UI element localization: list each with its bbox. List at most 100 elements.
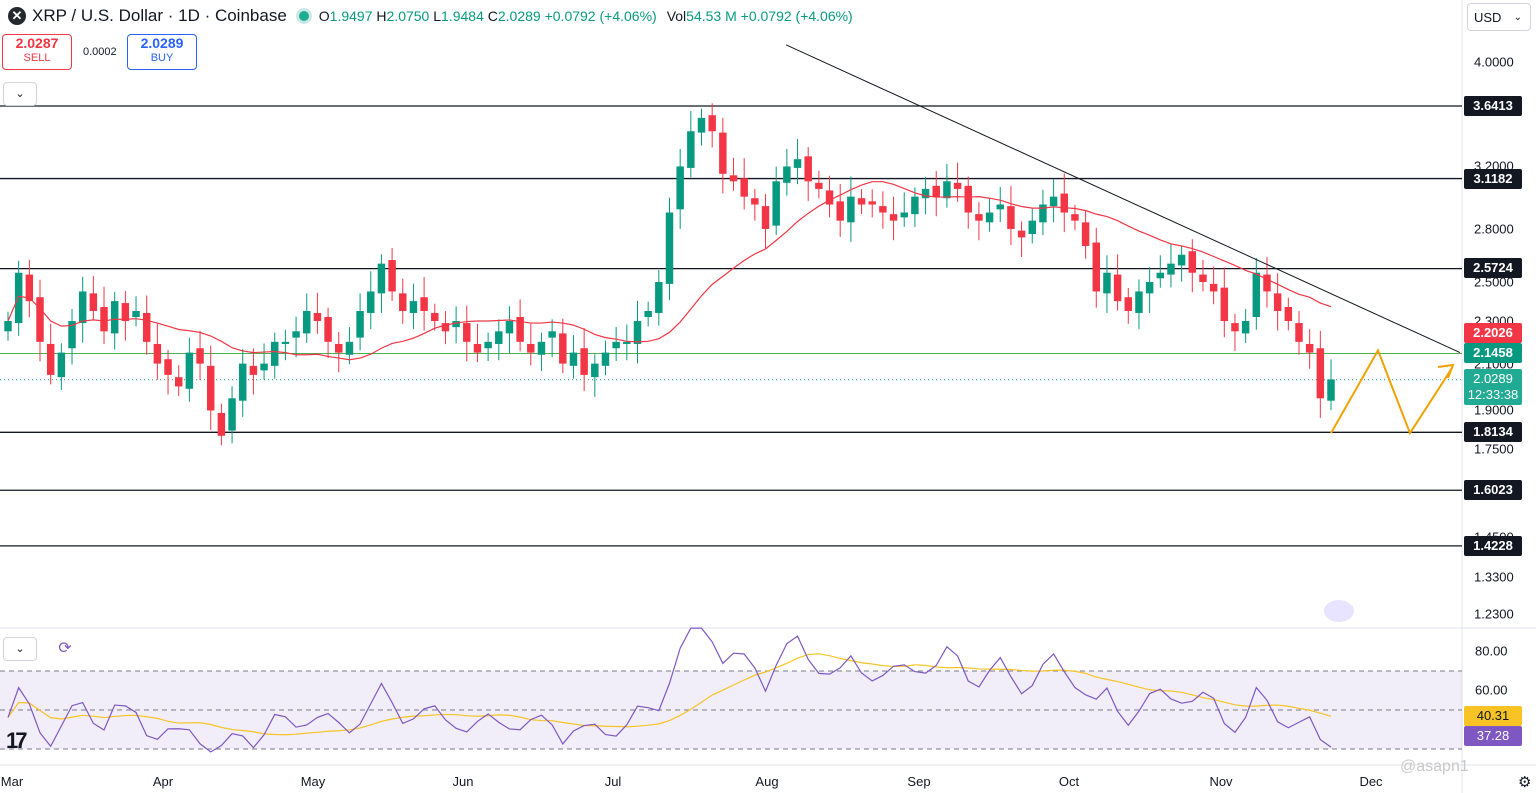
candle-body <box>121 303 130 322</box>
price-axis-label: 1.3300 <box>1474 569 1514 585</box>
candle-body <box>1295 323 1303 342</box>
candle-body <box>142 312 151 342</box>
candle-body <box>772 181 780 226</box>
candle-body <box>505 321 514 334</box>
moving-average-line <box>7 181 1332 361</box>
candle-body <box>377 263 386 294</box>
candle-body <box>495 331 503 344</box>
candle-body <box>452 321 460 328</box>
candle-body <box>185 352 194 389</box>
candle-body <box>729 175 738 182</box>
rsi-ma-tag: 40.31 <box>1464 706 1522 726</box>
time-axis-month: Nov <box>1209 774 1233 789</box>
price-axis-label: 1.7500 <box>1474 441 1514 457</box>
candle-body <box>836 201 844 221</box>
candle-body <box>1060 193 1069 213</box>
candle-body <box>206 365 215 411</box>
volume-readout: Vol54.53 M +0.0792 (+4.06%) <box>666 8 853 24</box>
candle-body <box>78 291 87 324</box>
currency-selector[interactable]: USD ⌄ <box>1467 3 1531 31</box>
us-flag-icon[interactable] <box>1324 600 1354 622</box>
candle-body <box>601 352 610 366</box>
collapse-legend-button[interactable]: ⌄ <box>3 82 37 106</box>
time-axis-month: Sep <box>907 774 931 789</box>
candle-body <box>857 198 866 205</box>
xrp-logo-icon[interactable]: ✕ <box>8 7 26 25</box>
candle-body <box>164 359 172 375</box>
candle-body <box>1039 204 1047 223</box>
candle-body <box>1135 291 1143 313</box>
symbol-title[interactable]: XRP / U.S. Dollar · 1D · Coinbase <box>32 6 287 25</box>
candle-body <box>1007 206 1015 229</box>
candle-body <box>260 363 268 371</box>
rsi-refresh-icon[interactable]: ⟳ <box>58 640 72 657</box>
candle-body <box>1071 214 1079 221</box>
market-open-icon <box>298 11 309 21</box>
candle-body <box>655 282 663 313</box>
candle-body <box>975 214 983 221</box>
candle-body <box>783 166 791 183</box>
candle-body <box>868 201 876 205</box>
candle-body <box>751 198 759 205</box>
level-tag-2.1458: 2.1458 <box>1464 343 1522 363</box>
price-axis-label: 1.9000 <box>1474 402 1514 418</box>
sell-button[interactable]: 2.0287 SELL <box>2 34 72 70</box>
candle-body <box>1252 272 1261 317</box>
candle-body <box>932 185 940 197</box>
candle-body <box>110 301 119 334</box>
buy-button[interactable]: 2.0289 BUY <box>127 34 197 70</box>
candle-body <box>270 341 279 366</box>
projection-arrowhead <box>1437 363 1455 379</box>
time-axis-month: May <box>300 774 326 789</box>
candle-body <box>761 206 770 229</box>
price-axis-label: 4.0000 <box>1474 54 1514 70</box>
candle-body <box>335 343 343 353</box>
candle-body <box>100 306 108 332</box>
current-price-tag: 2.0289 12:33:38 <box>1464 369 1522 405</box>
candle-body <box>740 178 748 197</box>
candle-body <box>900 212 908 218</box>
candle-body <box>591 363 599 378</box>
collapse-rsi-legend-button[interactable]: ⌄ <box>3 637 37 661</box>
candle-body <box>537 341 546 355</box>
candle-body <box>815 182 823 189</box>
sell-price: 2.0287 <box>15 35 59 51</box>
time-axis-month: Jun <box>452 774 474 789</box>
gear-icon[interactable]: ⚙ <box>1518 774 1532 791</box>
candle-body <box>943 181 951 199</box>
candle-body <box>548 331 556 338</box>
candle-body <box>879 206 887 213</box>
candle-body <box>1327 379 1335 401</box>
candle-body <box>1220 287 1229 322</box>
candle-body <box>793 159 802 168</box>
ohlc-values: O1.9497 H2.0750 L1.9484 C2.0289 +0.0792 … <box>318 8 657 24</box>
candle-body <box>964 185 972 213</box>
price-axis-label: 1.2300 <box>1474 606 1514 622</box>
candle-body <box>14 272 23 324</box>
candle-body <box>238 363 247 401</box>
candle-body <box>889 214 898 221</box>
candle-body <box>46 343 55 375</box>
tradingview-logo-icon[interactable]: 17 <box>6 728 28 753</box>
candle-body <box>431 312 439 322</box>
candle-body <box>484 341 492 349</box>
bar-countdown: 12:33:38 <box>1467 387 1519 402</box>
chevron-down-icon: ⌄ <box>1513 12 1522 23</box>
candle-body <box>708 115 716 132</box>
price-axis-label: 2.5000 <box>1474 274 1514 290</box>
candle-body <box>1188 251 1197 273</box>
candle-body <box>345 341 354 355</box>
candle-body <box>1156 272 1165 279</box>
buy-price: 2.0289 <box>140 35 184 51</box>
candle-body <box>4 321 12 332</box>
candle-body <box>804 156 812 182</box>
candle-body <box>1103 272 1111 294</box>
candle-body <box>911 196 919 215</box>
candle-body <box>25 274 34 302</box>
rsi-ma-line <box>7 653 1332 736</box>
candle-body <box>1145 282 1154 294</box>
candle-body <box>985 212 994 223</box>
current-price: 2.0289 <box>1473 371 1513 386</box>
level-tag-1.8134: 1.8134 <box>1464 422 1522 442</box>
